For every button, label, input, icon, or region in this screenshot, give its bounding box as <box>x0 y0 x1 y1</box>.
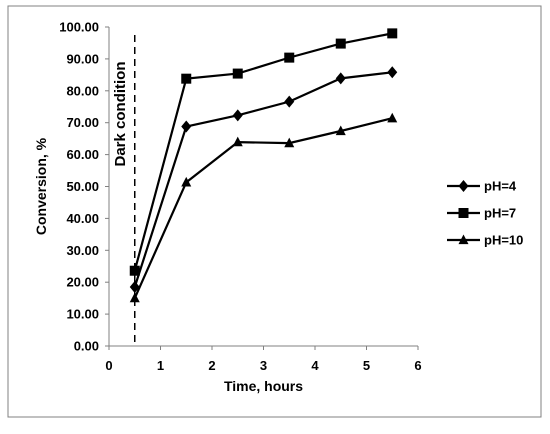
y-tick-label: 70.00 <box>66 115 99 130</box>
y-tick-label: 20.00 <box>66 275 99 290</box>
series-line <box>133 71 393 288</box>
data-point <box>387 66 398 79</box>
x-tick-label: 5 <box>363 358 370 373</box>
data-point <box>232 136 243 147</box>
data-point <box>232 109 243 122</box>
data-point <box>387 112 398 123</box>
y-tick-label: 60.00 <box>66 147 99 162</box>
y-tick-label: 0.00 <box>74 339 99 354</box>
legend-item: pH=4 <box>447 179 517 194</box>
y-tick-label: 80.00 <box>66 83 99 98</box>
data-point <box>181 73 192 84</box>
x-tick-label: 0 <box>105 358 112 373</box>
data-point <box>458 234 469 245</box>
legend-label: pH=4 <box>484 179 517 194</box>
y-tick-label: 50.00 <box>66 179 99 194</box>
y-tick-label: 40.00 <box>66 211 99 226</box>
y-tick-label: 30.00 <box>66 243 99 258</box>
x-tick-label: 3 <box>260 358 267 373</box>
data-point <box>458 208 469 218</box>
legend-label: pH=10 <box>484 233 523 248</box>
series-square <box>129 28 398 276</box>
data-point <box>284 52 295 63</box>
data-point <box>284 95 295 108</box>
y-axis-title: Conversion, % <box>33 137 49 235</box>
dark-condition-label: Dark condition <box>112 61 129 166</box>
legend: pH=4 pH=7 pH=10 <box>447 179 523 248</box>
x-tick-label: 6 <box>414 358 421 373</box>
data-point <box>181 120 192 133</box>
y-tick-label: 100.00 <box>59 20 99 35</box>
data-point <box>387 28 398 39</box>
x-tick-label: 1 <box>157 358 164 373</box>
x-tick-label: 4 <box>311 358 319 373</box>
x-axis-title: Time, hours <box>224 378 303 394</box>
data-point <box>284 137 295 148</box>
series-line <box>133 117 393 299</box>
data-point <box>335 72 346 85</box>
data-point <box>129 292 140 303</box>
legend-item: pH=10 <box>447 233 523 248</box>
data-point <box>232 68 243 79</box>
legend-label: pH=7 <box>484 206 516 221</box>
y-tick-label: 90.00 <box>66 51 99 66</box>
series-group <box>129 28 398 303</box>
chart-border <box>7 5 542 418</box>
data-point <box>458 180 469 192</box>
series-line <box>133 32 393 272</box>
y-tick-label: 10.00 <box>66 307 99 322</box>
axes: 0.00 10.00 20.00 30.00 40.00 50.00 60.00 70.00 8… <box>59 20 421 374</box>
data-point <box>129 265 140 276</box>
annotation-group: Dark condition <box>112 35 136 346</box>
legend-item: pH=7 <box>447 206 516 221</box>
data-point <box>181 176 192 187</box>
series-triangle <box>129 112 398 303</box>
data-point <box>335 125 346 136</box>
data-point <box>335 38 346 49</box>
x-tick-label: 2 <box>208 358 215 373</box>
